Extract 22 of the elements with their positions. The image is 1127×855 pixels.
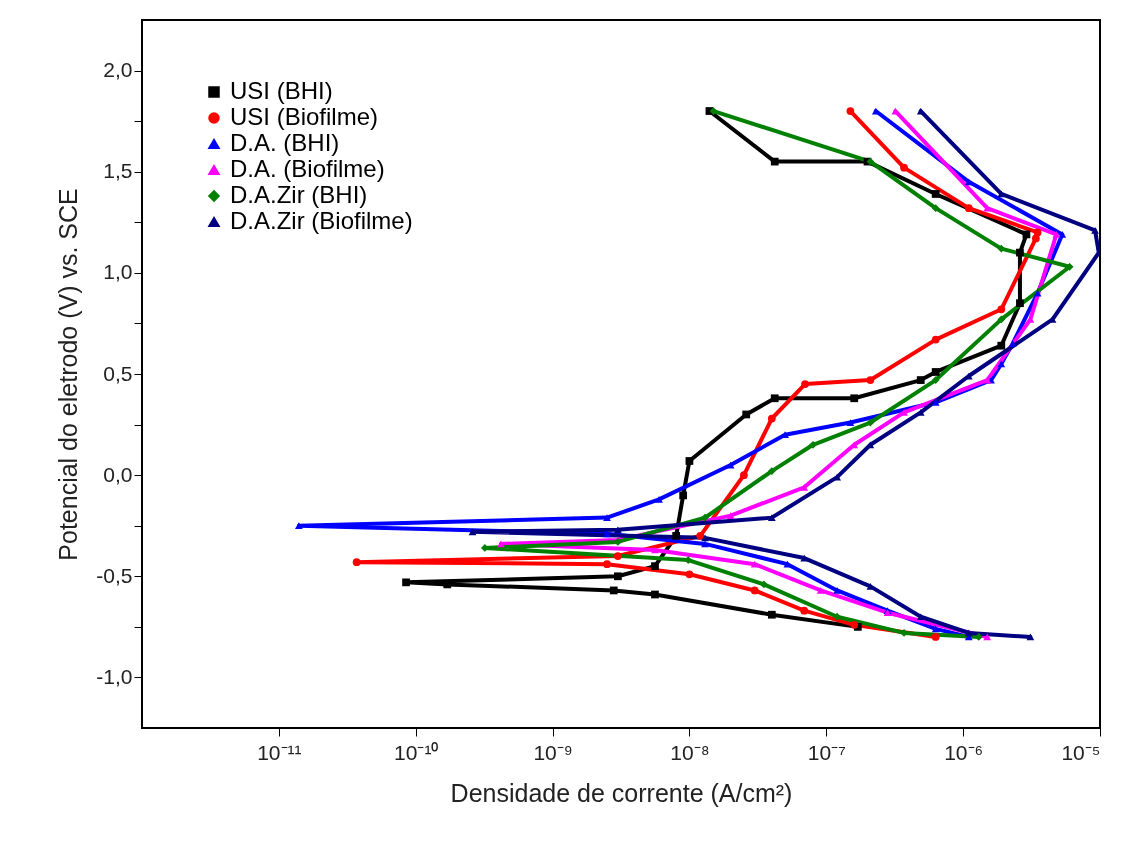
legend-label: USI (BHI) [230, 77, 333, 104]
y-axis-title: Potencial do eletrodo (V) vs. SCE [54, 188, 83, 561]
y-tick-label: 2,0 [103, 58, 133, 82]
y-tick-label: 1,0 [103, 260, 133, 284]
x-tick-label: 10⁻⁶ [944, 740, 984, 764]
legend-label: D.A. (Biofilme) [230, 155, 385, 182]
legend-label: D.A. (BHI) [230, 129, 340, 156]
x-tick-label: 10⁻¹¹ [257, 740, 302, 764]
legend-label: D.A.Zir (Biofilme) [230, 207, 413, 234]
y-tick-label: 0,0 [103, 462, 133, 486]
x-tick-label: 10⁻¹⁰ [394, 740, 439, 764]
legend-label: D.A.Zir (BHI) [230, 181, 368, 208]
y-tick-label: -0,5 [96, 563, 133, 587]
y-tick-label: -1,0 [96, 664, 133, 688]
x-tick-label: 10⁻⁸ [670, 740, 710, 764]
y-tick-label: 0,5 [103, 361, 133, 385]
x-tick-label: 10⁻⁷ [807, 740, 846, 764]
x-axis-title: Densidade de corrente (A/cm²) [450, 778, 793, 807]
x-tick-label: 10⁻⁹ [533, 740, 573, 764]
legend-label: USI (Biofilme) [230, 103, 379, 130]
x-tick-label: 10⁻⁵ [1061, 740, 1101, 764]
y-tick-label: 1,5 [103, 159, 133, 183]
